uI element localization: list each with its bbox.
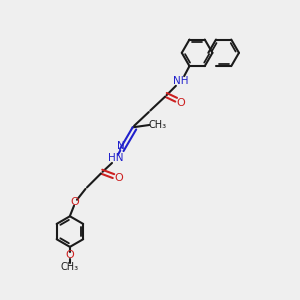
Text: NH: NH xyxy=(173,76,189,86)
Text: O: O xyxy=(65,250,74,260)
Text: O: O xyxy=(71,197,80,207)
Text: HN: HN xyxy=(108,153,124,163)
Text: O: O xyxy=(114,173,123,183)
Text: O: O xyxy=(176,98,185,108)
Text: N: N xyxy=(117,141,125,151)
Text: CH₃: CH₃ xyxy=(148,120,167,130)
Text: CH₃: CH₃ xyxy=(61,262,79,272)
